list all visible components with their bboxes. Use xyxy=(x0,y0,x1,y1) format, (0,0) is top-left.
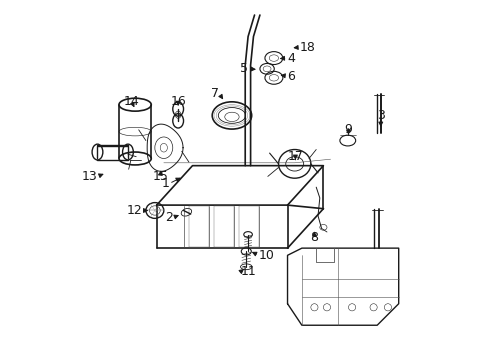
Text: 5: 5 xyxy=(240,62,247,75)
Text: 17: 17 xyxy=(287,150,303,163)
Text: 4: 4 xyxy=(287,51,295,64)
Text: 2: 2 xyxy=(164,211,172,224)
Text: 1: 1 xyxy=(161,177,169,190)
Text: 12: 12 xyxy=(126,204,142,217)
Text: 3: 3 xyxy=(376,109,384,122)
Text: 14: 14 xyxy=(123,95,139,108)
Text: 18: 18 xyxy=(300,41,315,54)
Text: 10: 10 xyxy=(258,249,274,262)
Text: 7: 7 xyxy=(211,87,219,100)
Text: 8: 8 xyxy=(310,231,318,244)
Text: 11: 11 xyxy=(241,265,256,278)
Text: 9: 9 xyxy=(344,123,352,136)
Text: 15: 15 xyxy=(152,170,168,183)
Text: 13: 13 xyxy=(81,170,97,183)
Text: 6: 6 xyxy=(287,69,295,82)
Text: 16: 16 xyxy=(170,95,185,108)
